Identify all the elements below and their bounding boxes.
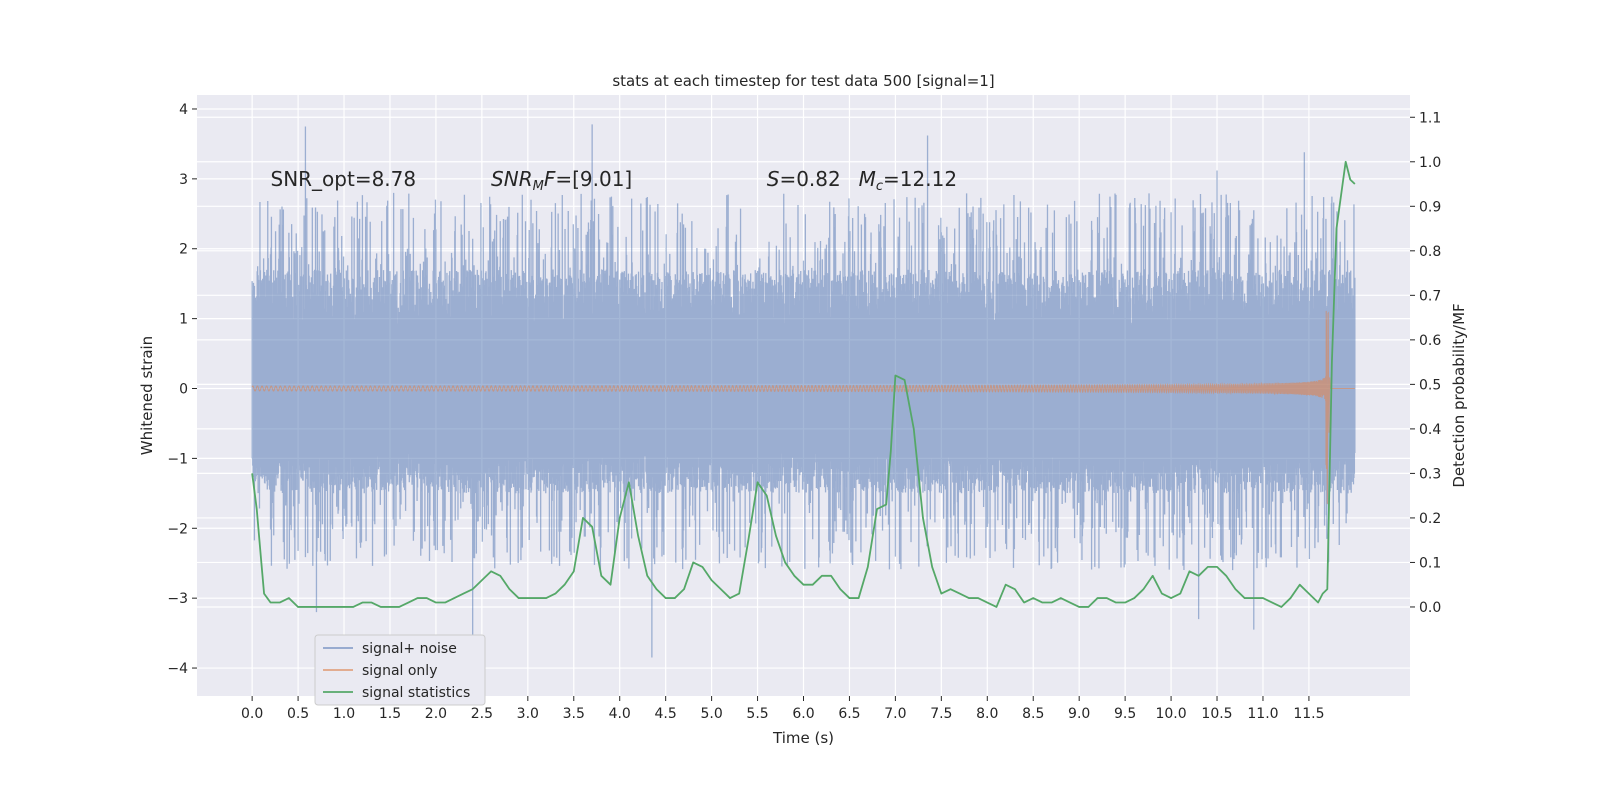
y-tick-label: 1 [179,312,188,328]
x-tick-label: 8.5 [1022,706,1044,722]
annotation-mc-sub: c [876,179,883,194]
y2-tick-label: 0.7 [1419,288,1441,304]
x-tick-label: 7.5 [930,706,952,722]
y-tick-label: 4 [179,102,188,118]
legend: signal+ noise signal only signal statistic… [314,634,486,706]
chart-title: stats at each timestep for test data 500… [612,72,994,90]
annotation-mc: Mc=12.12 [859,167,957,194]
legend-box [314,634,486,706]
y2-tick-label: 1.1 [1419,110,1441,126]
x-tick-label: 11.0 [1247,706,1278,722]
x-tick-label: 10.0 [1155,706,1186,722]
x-tick-label: 0.5 [287,706,309,722]
y2-tick-label: 0.2 [1419,511,1441,527]
y-tick-label: −2 [167,521,188,537]
y-tick-label: 2 [179,242,188,258]
x-tick-label: 8.0 [976,706,998,722]
y2-tick-label: 0.4 [1419,422,1441,438]
x-tick-label: 6.0 [792,706,814,722]
x-tick-label: 4.0 [609,706,631,722]
series-signal-only [251,310,1355,504]
annotation-snr-mf-value: =[9.01] [555,167,632,191]
x-tick-label: 5.5 [746,706,768,722]
x-tick-label: 10.5 [1201,706,1232,722]
annotation-mc-value: =12.12 [883,167,957,191]
y2-tick-label: 0.8 [1419,244,1441,260]
y-axis-right: 0.0 0.1 0.2 0.3 0.4 0.5 0.6 0.7 0.8 0.9 1.0 1.1 [1410,110,1441,616]
legend-label: signal statistics [362,685,470,701]
annotation-snr-mf-rest: F [544,167,556,191]
x-tick-label: 5.0 [700,706,722,722]
annotation-snr-mf-sub: M [533,179,544,194]
annotation-s-symbol: S [767,167,780,191]
x-tick-label: 2.5 [471,706,493,722]
annotation-snr-mf: SNRMF=[9.01] [491,167,632,194]
annotation-snr-opt: SNR_opt=8.78 [271,167,417,191]
x-tick-label: 1.0 [333,706,355,722]
x-axis-label: Time (s) [772,729,834,747]
y2-tick-label: 0.1 [1419,555,1441,571]
y-axis-left: −4 −3 −2 −1 0 1 2 3 4 [167,102,197,677]
annotation-snr-mf-base: SNR [491,167,533,191]
x-tick-label: 0.0 [241,706,263,722]
annotation-mc-symbol: M [859,167,876,191]
annotations: SNR_opt=8.78 SNRMF=[9.01] S=0.82 Mc=12.12 [271,167,958,194]
x-tick-label: 7.0 [884,706,906,722]
x-tick-label: 1.5 [379,706,401,722]
x-tick-label: 9.0 [1068,706,1090,722]
x-tick-label: 3.0 [517,706,539,722]
y-tick-label: −1 [167,451,188,467]
y-axis-label: Whitened strain [138,336,156,455]
annotation-s-value: =0.82 [779,167,840,191]
x-tick-label: 2.0 [425,706,447,722]
y-tick-label: 3 [179,172,188,188]
annotation-s: S=0.82 [767,167,841,191]
x-tick-label: 9.5 [1114,706,1136,722]
y2-axis-label: Detection probability/MF [1450,303,1468,487]
y-tick-label: 0 [179,382,188,398]
legend-label: signal only [362,663,437,679]
x-tick-label: 11.5 [1293,706,1324,722]
series-signal-statistics [251,160,1356,608]
y2-tick-label: 0.5 [1419,377,1441,393]
y2-tick-label: 0.9 [1419,199,1441,215]
x-axis: 0.0 0.5 1.0 1.5 2.0 2.5 3.0 3.5 4.0 4.5 5.0 5.5 6.0 6… [241,696,1325,722]
y2-tick-label: 0.6 [1419,333,1441,349]
legend-label: signal+ noise [362,641,457,657]
y-tick-label: −3 [167,591,188,607]
y2-tick-label: 1.0 [1419,155,1441,171]
x-tick-label: 6.5 [838,706,860,722]
x-tick-label: 3.5 [563,706,585,722]
x-tick-label: 4.5 [655,706,677,722]
series-layer [251,124,1356,676]
y-tick-label: −4 [167,661,188,677]
y2-tick-label: 0.0 [1419,600,1441,616]
y2-tick-label: 0.3 [1419,466,1441,482]
